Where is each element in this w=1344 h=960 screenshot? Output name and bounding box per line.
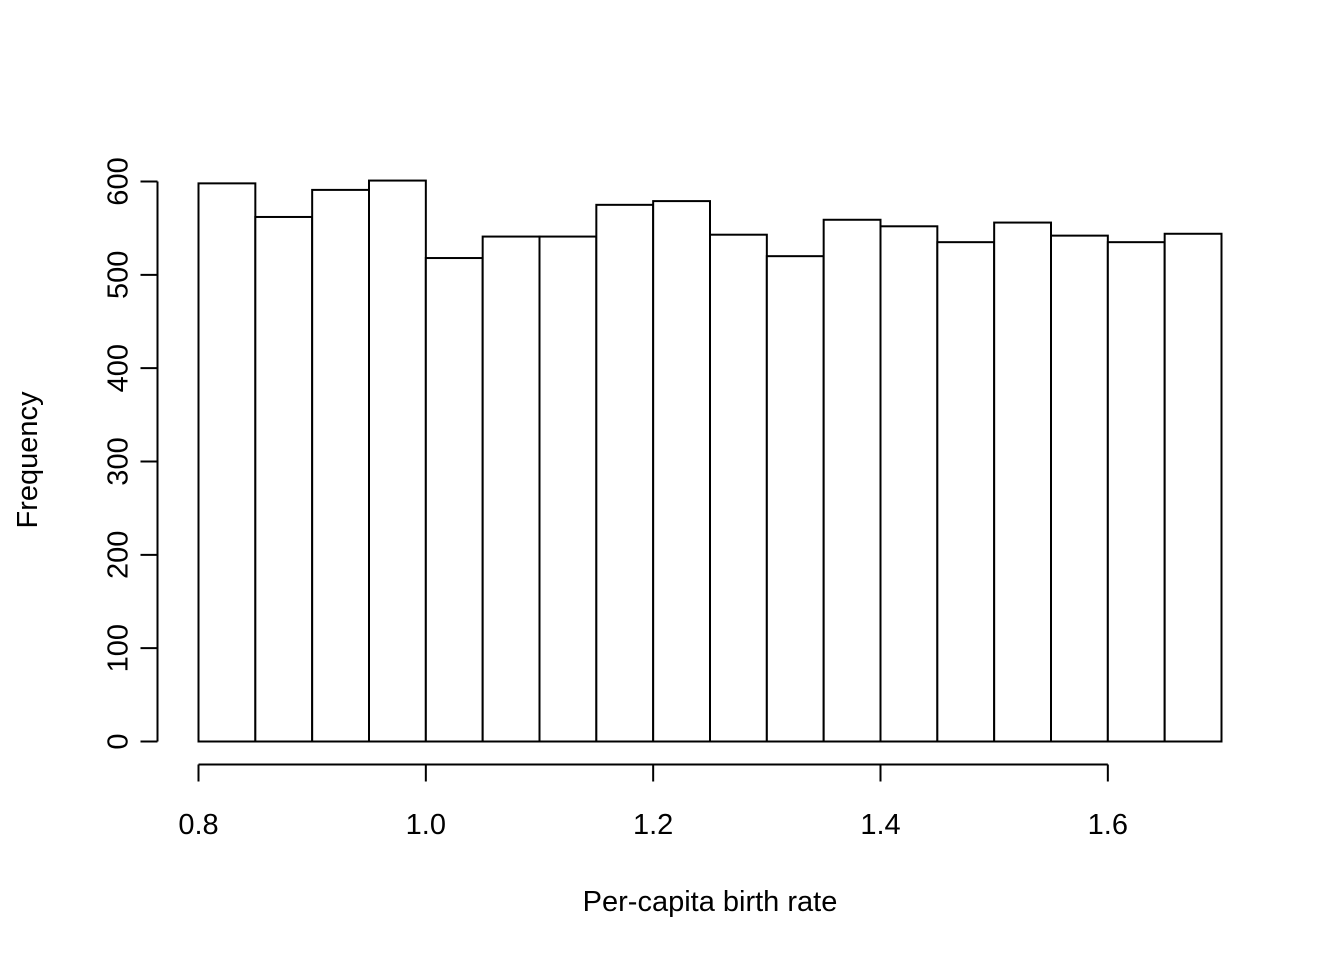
histogram-bar <box>652 200 712 743</box>
histogram-bar <box>254 215 314 743</box>
x-tick-label: 0.8 <box>178 809 218 841</box>
y-axis-title: Frequency <box>12 391 44 529</box>
histogram-bars <box>197 179 1223 743</box>
histogram-bar <box>197 182 257 743</box>
x-tick-label: 1.0 <box>406 809 446 841</box>
y-axis: 0 100 200 300 400 500 600 <box>103 157 159 750</box>
x-axis: 0.8 1.0 1.2 1.4 1.6 <box>178 763 1128 841</box>
histogram-bar <box>311 188 370 743</box>
histogram-bar <box>1106 241 1166 743</box>
histogram-bar <box>1050 234 1109 743</box>
y-tick-label: 600 <box>103 157 135 205</box>
y-tick-label: 500 <box>103 251 135 299</box>
histogram-bar <box>1163 232 1223 743</box>
y-tick-label: 100 <box>103 624 135 672</box>
histogram-bar <box>993 221 1053 743</box>
histogram-bar <box>368 179 427 743</box>
histogram-bar <box>595 203 655 743</box>
histogram-bar <box>424 257 484 743</box>
histogram-bar <box>709 233 768 743</box>
histogram-bar <box>936 241 996 743</box>
histogram-bar <box>822 218 882 743</box>
histogram-bar <box>481 235 541 743</box>
y-tick-label: 0 <box>103 733 135 749</box>
y-tick-label: 300 <box>103 437 135 485</box>
y-tick-label: 400 <box>103 344 135 392</box>
x-axis-title: Per-capita birth rate <box>583 886 838 918</box>
y-tick-label: 200 <box>103 531 135 579</box>
histogram-bar <box>879 225 939 743</box>
histogram-bar <box>538 235 598 743</box>
x-tick-label: 1.2 <box>633 809 673 841</box>
x-tick-label: 1.4 <box>860 809 900 841</box>
histogram-bar <box>765 255 825 743</box>
x-tick-label: 1.6 <box>1088 809 1128 841</box>
